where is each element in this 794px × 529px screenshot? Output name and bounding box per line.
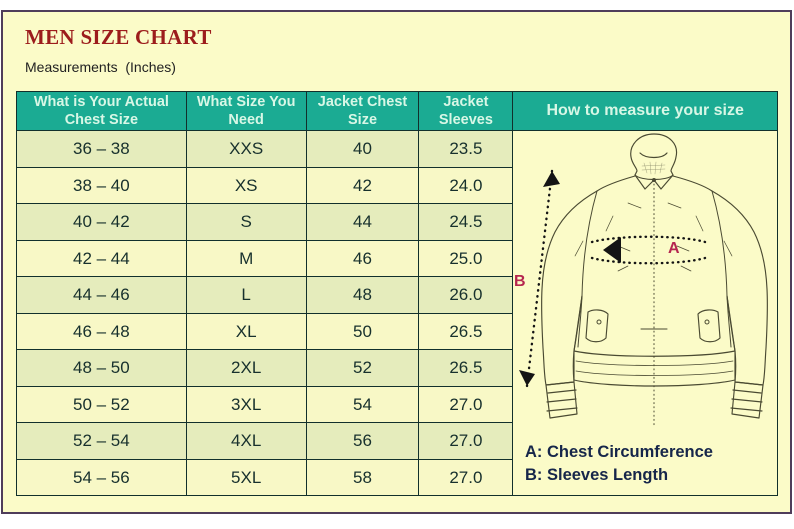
svg-text:B: B [514,273,526,290]
svg-text:A: A [668,240,680,257]
